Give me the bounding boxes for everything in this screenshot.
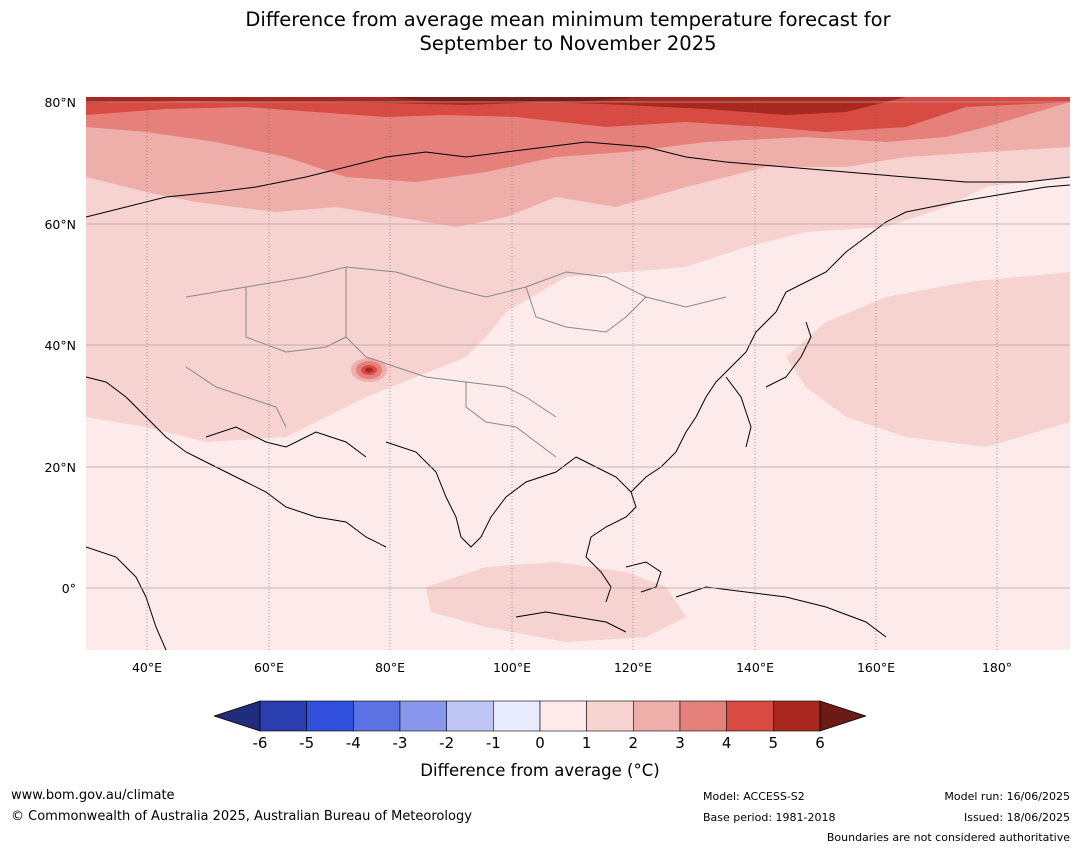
coastlines — [86, 141, 1070, 650]
colorbar-bin — [539, 700, 587, 732]
map-canvas — [86, 97, 1070, 650]
website-link[interactable]: www.bom.gov.au/climate — [11, 788, 175, 803]
colorbar-tick-label: -2 — [439, 734, 455, 752]
colorbar-tick-label: 4 — [721, 734, 732, 752]
colorbar-tick-label: -1 — [485, 734, 501, 752]
graticule-lat — [86, 101, 1070, 589]
colorbar-tick-label: 5 — [768, 734, 779, 752]
colorbar-tick-label: 3 — [675, 734, 685, 752]
colorbar-tick-label: 1 — [581, 734, 592, 752]
title-line-2: September to November 2025 — [419, 32, 717, 55]
colorbar-bin — [679, 700, 727, 732]
colorbar-extend-low — [214, 700, 261, 732]
anomaly-zone-6-plus — [386, 97, 646, 103]
colorbar-tick-label: 6 — [815, 734, 825, 752]
anomaly-zone-1-2-tropics — [426, 562, 686, 642]
colorbar-tick-label: 2 — [628, 734, 639, 752]
colorbar-bin — [773, 700, 821, 732]
colorbar-bin — [633, 700, 681, 732]
colorbar-bin — [586, 700, 634, 732]
colorbar-bin — [493, 700, 541, 732]
anomaly-zone-5-6 — [86, 97, 1070, 115]
lat-label-40n: 40°N — [44, 338, 76, 353]
copyright-text: © Commonwealth of Australia 2025, Austra… — [11, 809, 472, 824]
colorbar-bin — [726, 700, 774, 732]
graticule — [146, 97, 998, 650]
colorbar-bin — [353, 700, 401, 732]
lon-label-140e: 140°E — [735, 660, 774, 675]
lon-label-120e: 120°E — [613, 660, 652, 675]
lon-label-40e: 40°E — [131, 660, 163, 675]
map-title: Difference from average mean minimum tem… — [0, 8, 1081, 56]
lon-label-80e: 80°E — [374, 660, 406, 675]
lat-label-60n: 60°N — [44, 217, 76, 232]
lon-label-160e: 160°E — [856, 660, 895, 675]
model-text: Model: ACCESS-S2 — [703, 790, 805, 803]
country-boundaries — [185, 266, 727, 458]
issued-text: Issued: 18/06/2025 — [963, 811, 1070, 824]
colorbar-tick-label: -4 — [345, 734, 361, 752]
colorbar — [214, 700, 866, 732]
forecast-map — [86, 97, 1070, 650]
title-line-1: Difference from average mean minimum tem… — [245, 8, 891, 31]
lon-label-60e: 60°E — [253, 660, 285, 675]
lat-label-0: 0° — [61, 581, 76, 596]
colorbar-bin — [259, 700, 307, 732]
colorbar-tick-label: 0 — [535, 734, 545, 752]
colorbar-tick-label: -6 — [252, 734, 268, 752]
lon-label-100e: 100°E — [492, 660, 531, 675]
model-run-text: Model run: 16/06/2025 — [944, 790, 1070, 803]
colorbar-bin — [306, 700, 354, 732]
colorbar-tick-label: -5 — [299, 734, 315, 752]
colorbar-extend-high — [819, 700, 866, 732]
colorbar-bin — [446, 700, 494, 732]
base-period-text: Base period: 1981-2018 — [703, 811, 836, 824]
lat-label-20n: 20°N — [44, 460, 76, 475]
lat-label-80n: 80°N — [44, 95, 76, 110]
colorbar-label: Difference from average (°C) — [420, 761, 660, 780]
colorbar-bin — [399, 700, 447, 732]
lon-label-180: 180° — [981, 660, 1013, 675]
colorbar-tick-label: -3 — [392, 734, 408, 752]
anomaly-hotspot — [351, 358, 387, 382]
anomaly-zone-1-2-pacific — [786, 272, 1070, 447]
disclaimer-text: Boundaries are not considered authoritat… — [826, 831, 1070, 844]
